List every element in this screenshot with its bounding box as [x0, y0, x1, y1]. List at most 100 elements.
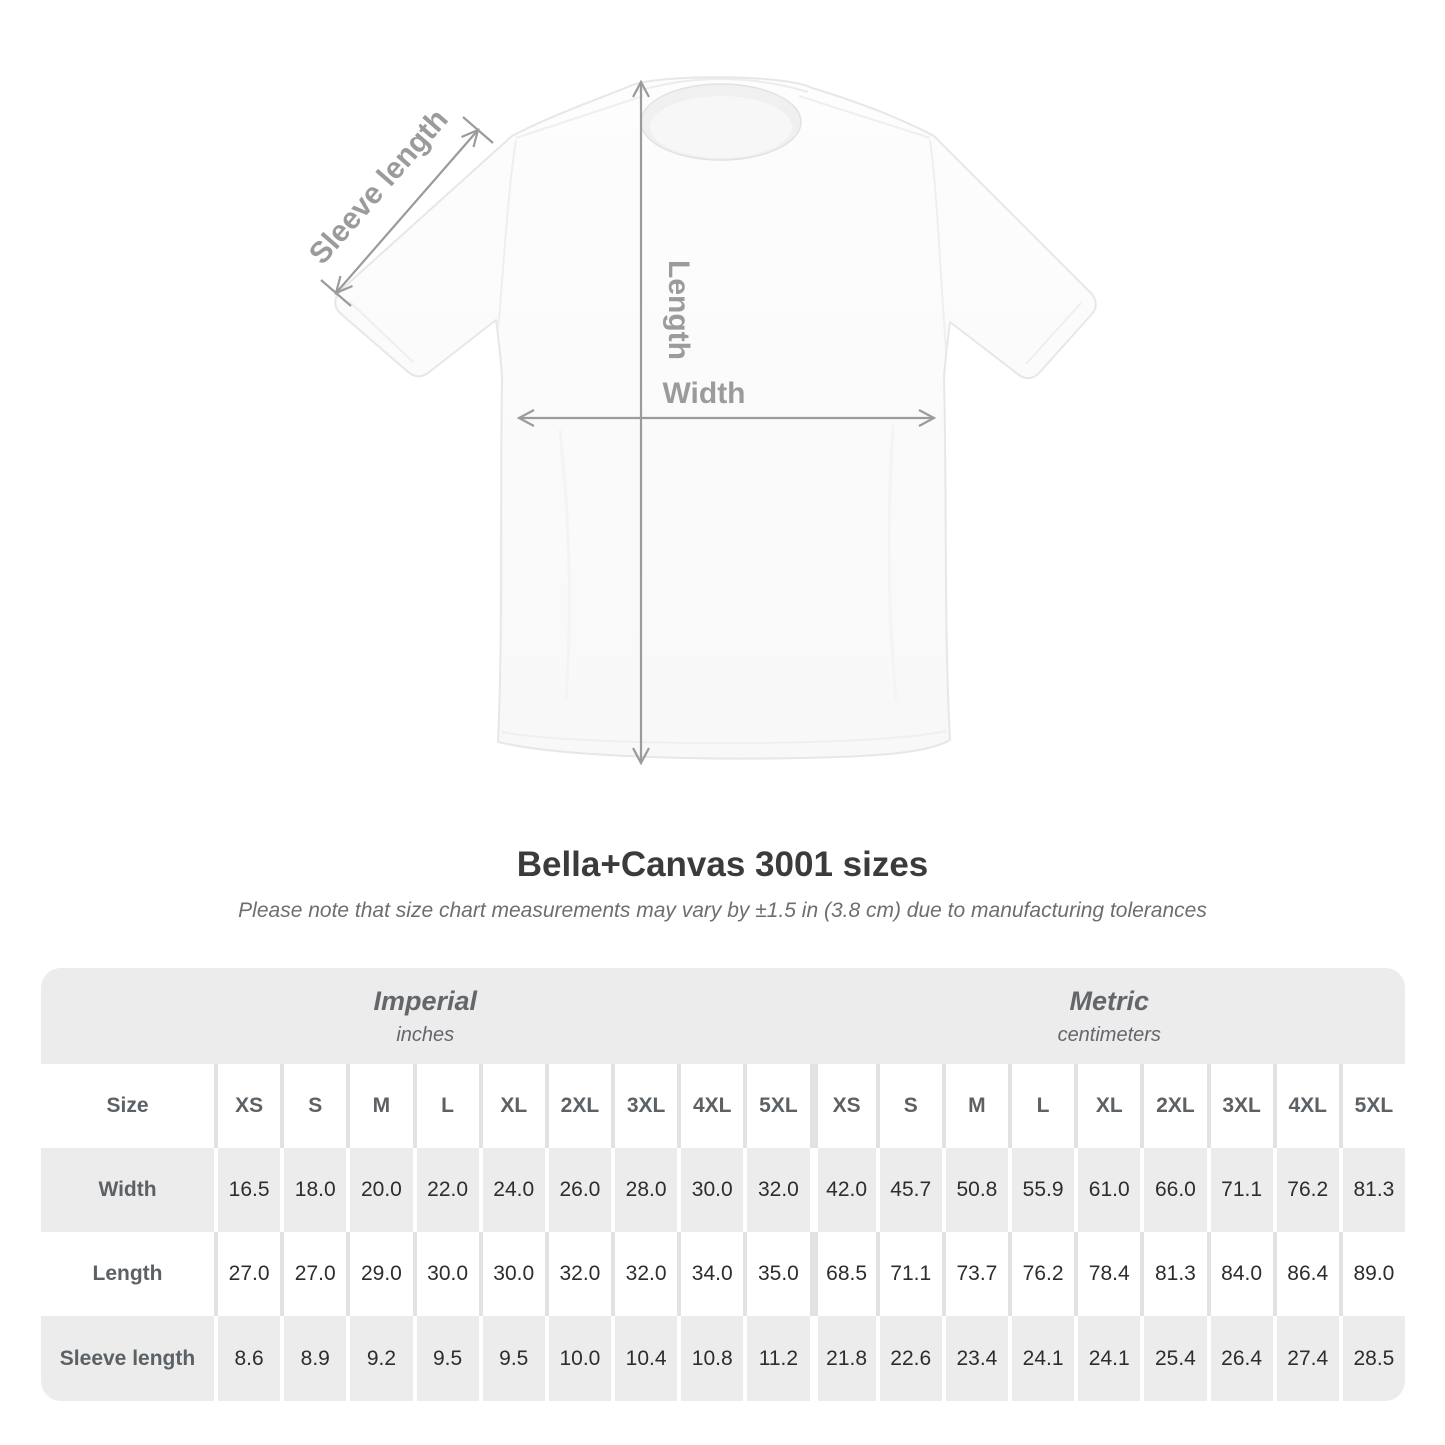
- value-cell: 71.1: [1210, 1148, 1273, 1232]
- width-arrow: [516, 409, 937, 427]
- size-col-header-metric-s: S: [879, 1064, 942, 1148]
- value-cell: 81.3: [1144, 1232, 1207, 1316]
- value-cell: 27.0: [284, 1232, 347, 1316]
- size-col-header-metric-xl: XL: [1078, 1064, 1141, 1148]
- value-cell: 76.2: [1276, 1148, 1339, 1232]
- value-cell: 10.8: [681, 1316, 744, 1401]
- size-col-header-metric-5xl: 5XL: [1342, 1064, 1405, 1148]
- value-cell: 30.0: [416, 1232, 479, 1316]
- size-table: Imperial inches Metric centimeters Size …: [41, 968, 1405, 1401]
- row-label: Sleeve length: [41, 1316, 214, 1401]
- value-cell: 32.0: [548, 1232, 611, 1316]
- value-cell: 23.4: [945, 1316, 1008, 1401]
- value-cell: 9.5: [416, 1316, 479, 1401]
- size-col-header-metric-xs: XS: [817, 1064, 876, 1148]
- size-col-header-metric-3xl: 3XL: [1210, 1064, 1273, 1148]
- value-cell: 71.1: [879, 1232, 942, 1316]
- value-cell: 10.0: [548, 1316, 611, 1401]
- value-cell: 35.0: [747, 1232, 810, 1316]
- metric-label: Metric: [1069, 985, 1150, 1016]
- table-row-width: Width 16.5 18.0 20.0 22.0 24.0 26.0 28.0 30.0 32.…: [41, 1148, 1405, 1232]
- page-title: Bella+Canvas 3001 sizes: [516, 845, 929, 884]
- value-cell: 86.4: [1276, 1232, 1339, 1316]
- value-cell: 22.0: [416, 1148, 479, 1232]
- value-cell: 24.0: [482, 1148, 545, 1232]
- value-cell: 34.0: [681, 1232, 744, 1316]
- value-cell: 61.0: [1078, 1148, 1141, 1232]
- value-cell: 55.9: [1012, 1148, 1075, 1232]
- width-label: Width: [662, 377, 745, 410]
- size-col-header-imperial-s: S: [284, 1064, 347, 1148]
- value-cell: 89.0: [1342, 1232, 1405, 1316]
- imperial-unit-label: inches: [396, 1023, 455, 1046]
- size-col-header-imperial-4xl: 4XL: [681, 1064, 744, 1148]
- measurement-rows: Width 16.5 18.0 20.0 22.0 24.0 26.0 28.0 30.0 32.…: [41, 1148, 1405, 1401]
- tshirt-measurement-diagram: Sleeve length Length Width: [303, 76, 1097, 766]
- size-col-header-imperial-m: M: [350, 1064, 413, 1148]
- size-col-header-imperial-5xl: 5XL: [747, 1064, 810, 1148]
- value-cell: 8.9: [284, 1316, 347, 1401]
- value-cell: 45.7: [879, 1148, 942, 1232]
- value-cell: 78.4: [1078, 1232, 1141, 1316]
- imperial-label: Imperial: [373, 985, 478, 1016]
- metric-section-header: Metric centimeters: [814, 968, 1406, 1064]
- value-cell: 50.8: [945, 1148, 1008, 1232]
- value-cell: 21.8: [817, 1316, 876, 1401]
- units-header-row: Imperial inches Metric centimeters: [41, 968, 1405, 1064]
- row-label: Length: [41, 1232, 214, 1316]
- value-cell: 10.4: [615, 1316, 678, 1401]
- value-cell: 26.4: [1210, 1316, 1273, 1401]
- value-cell: 30.0: [681, 1148, 744, 1232]
- size-col-header-metric-m: M: [945, 1064, 1008, 1148]
- value-cell: 24.1: [1012, 1316, 1075, 1401]
- size-col-header-metric-l: L: [1012, 1064, 1075, 1148]
- value-cell: 81.3: [1342, 1148, 1405, 1232]
- value-cell: 26.0: [548, 1148, 611, 1232]
- value-cell: 16.5: [218, 1148, 281, 1232]
- size-col-header-imperial-xl: XL: [482, 1064, 545, 1148]
- value-cell: 9.2: [350, 1316, 413, 1401]
- size-column-header: Size: [41, 1064, 214, 1148]
- size-col-header-metric-2xl: 2XL: [1144, 1064, 1207, 1148]
- value-cell: 32.0: [615, 1232, 678, 1316]
- value-cell: 42.0: [817, 1148, 876, 1232]
- value-cell: 76.2: [1012, 1232, 1075, 1316]
- table-row-length: Length 27.0 27.0 29.0 30.0 30.0 32.0 32.0 34.0 35…: [41, 1232, 1405, 1316]
- value-cell: 25.4: [1144, 1316, 1207, 1401]
- imperial-section-header: Imperial inches: [41, 968, 810, 1064]
- value-cell: 8.6: [218, 1316, 281, 1401]
- row-label: Width: [41, 1148, 214, 1232]
- value-cell: 66.0: [1144, 1148, 1207, 1232]
- tolerance-note: Please note that size chart measurements…: [238, 899, 1207, 922]
- value-cell: 28.5: [1342, 1316, 1405, 1401]
- collar-ribbing: [633, 78, 809, 93]
- collar-inner-shadow: [650, 96, 792, 158]
- value-cell: 11.2: [747, 1316, 810, 1401]
- dimension-lines: [320, 79, 937, 766]
- length-label: Length: [662, 260, 695, 360]
- length-arrow: [632, 79, 650, 766]
- value-cell: 73.7: [945, 1232, 1008, 1316]
- value-cell: 27.0: [218, 1232, 281, 1316]
- table-row-sleeve-length: Sleeve length 8.6 8.9 9.2 9.5 9.5 10.0 10.4 10.8…: [41, 1316, 1405, 1401]
- value-cell: 9.5: [482, 1316, 545, 1401]
- shirt-seams: [348, 95, 1082, 745]
- size-col-header-imperial-2xl: 2XL: [548, 1064, 611, 1148]
- value-cell: 18.0: [284, 1148, 347, 1232]
- size-col-header-imperial-3xl: 3XL: [615, 1064, 678, 1148]
- value-cell: 30.0: [482, 1232, 545, 1316]
- value-cell: 68.5: [817, 1232, 876, 1316]
- value-cell: 27.4: [1276, 1316, 1339, 1401]
- value-cell: 29.0: [350, 1232, 413, 1316]
- value-cell: 22.6: [879, 1316, 942, 1401]
- sleeve-length-arrow: [320, 116, 494, 307]
- value-cell: 32.0: [747, 1148, 810, 1232]
- metric-unit-label: centimeters: [1057, 1023, 1161, 1046]
- size-col-header-metric-4xl: 4XL: [1276, 1064, 1339, 1148]
- value-cell: 84.0: [1210, 1232, 1273, 1316]
- size-header-row: Size XS S M L XL 2XL 3XL 4XL 5XL XS S M L XL 2XL 3XL 4XL…: [41, 1064, 1405, 1148]
- size-col-header-imperial-l: L: [416, 1064, 479, 1148]
- value-cell: 20.0: [350, 1148, 413, 1232]
- size-col-header-imperial-xs: XS: [218, 1064, 281, 1148]
